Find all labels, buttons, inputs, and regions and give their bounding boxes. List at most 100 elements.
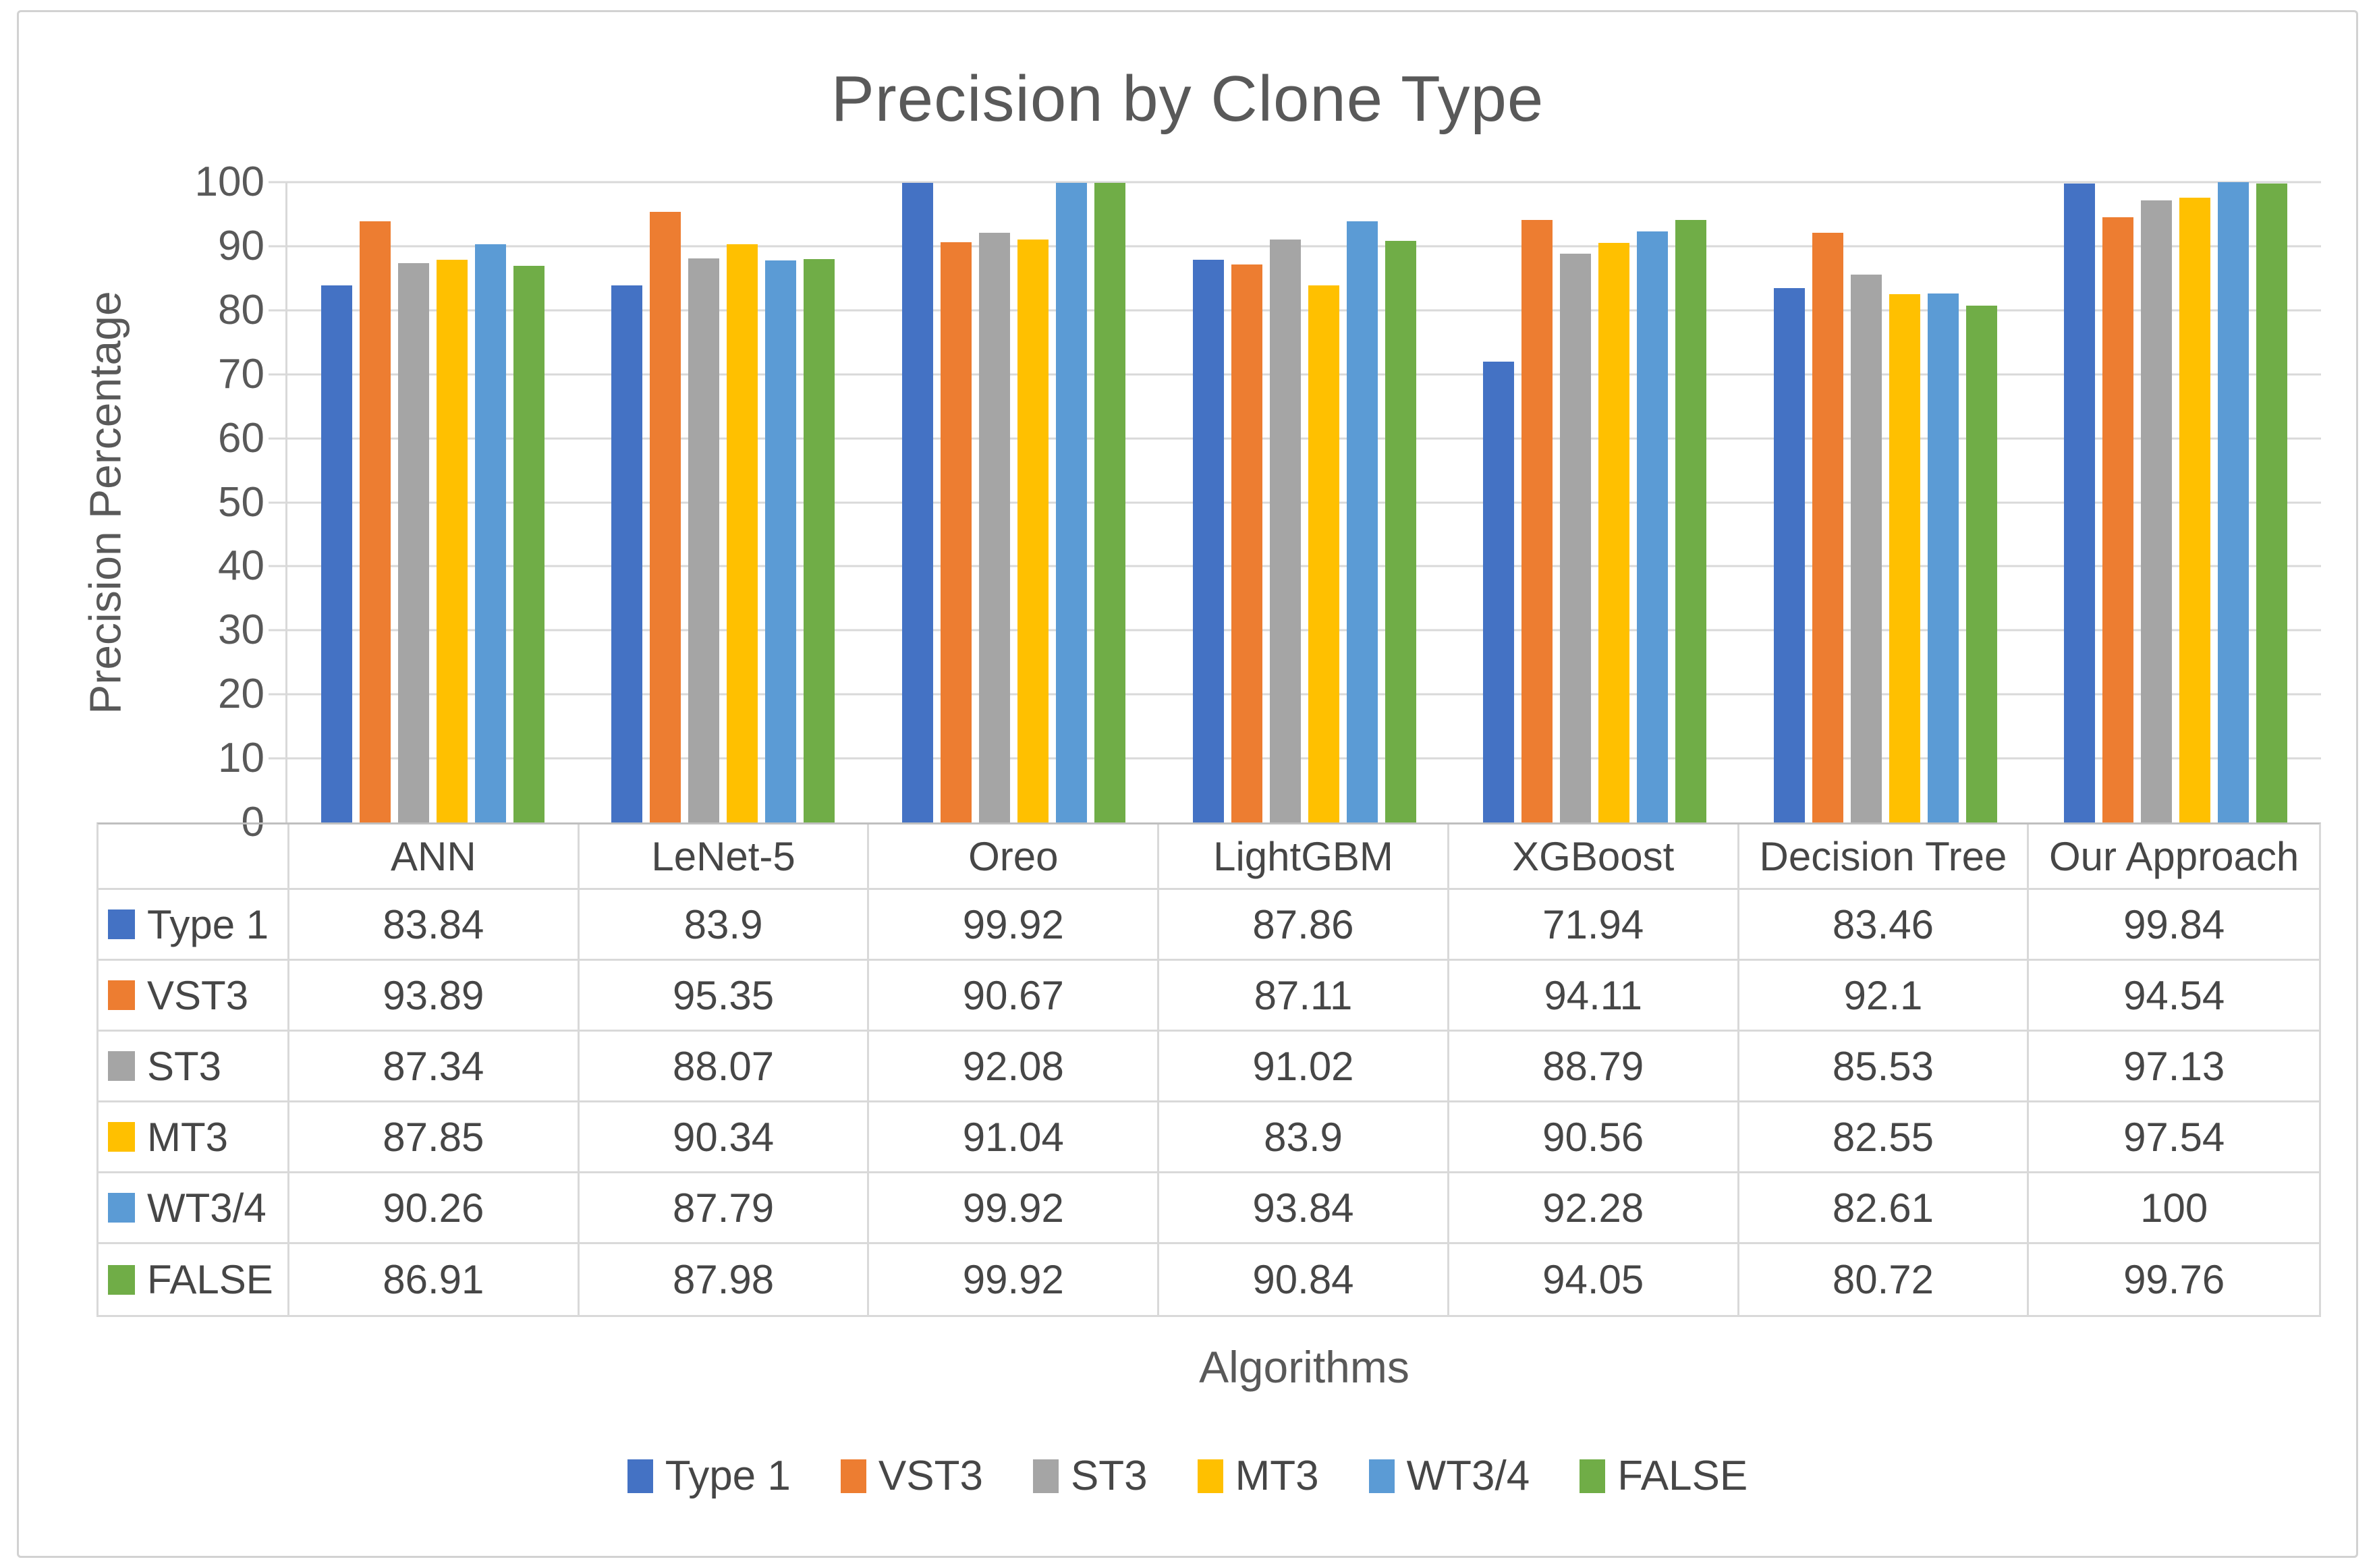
bar-type-1-lightgbm [1192,260,1224,822]
bar-st3-lightgbm [1269,240,1301,822]
bar-mt3-our-approach [2179,198,2211,822]
table-cell-st3-oreo: 92.08 [869,1032,1160,1102]
bar-wt3-4-our-approach [2218,182,2250,822]
y-tick-label-20: 20 [218,671,264,718]
gridline-60 [287,437,2321,440]
bar-false-xgboost [1675,220,1707,822]
bar-mt3-ann [436,260,468,822]
table-cell-type-1-xgboost: 71.94 [1449,890,1739,961]
bar-vst3-our-approach [2102,217,2134,822]
table-cell-wt3-4-oreo: 99.92 [869,1173,1160,1244]
bar-false-oreo [1094,182,1125,822]
tickmark-70 [269,373,287,376]
y-axis-line [285,182,287,822]
bar-false-our-approach [2256,184,2288,822]
table-cell-st3-lightgbm: 91.02 [1159,1032,1449,1102]
bar-groups [287,182,2321,822]
legend-item-mt3: MT3 [1197,1452,1319,1500]
bar-mt3-lightgbm [1308,285,1339,822]
y-tick-label-60: 60 [218,414,264,461]
bar-st3-our-approach [2141,200,2173,822]
table-header-our-approach: Our Approach [2029,824,2319,890]
table-cell-false-oreo: 99.92 [869,1244,1160,1315]
table-key-swatch-st3 [108,1051,135,1081]
table-cell-vst3-our-approach: 94.54 [2029,961,2319,1032]
legend-label-false: FALSE [1617,1453,1748,1499]
table-header-ann: ANN [289,824,580,890]
table-row-label-text: Type 1 [147,901,269,947]
table-cell-type-1-lightgbm: 87.86 [1159,890,1449,961]
chart-title: Precision by Clone Type [831,63,1544,135]
table-row-label-type-1: Type 1 [99,890,289,961]
gridline-40 [287,565,2321,567]
table-cell-wt3-4-lenet-5: 87.79 [579,1173,870,1244]
table-cell-st3-our-approach: 97.13 [2029,1032,2319,1102]
bar-type-1-decision-tree [1773,287,1805,822]
y-tick-label-40: 40 [218,542,264,590]
y-tick-label-70: 70 [218,350,264,397]
legend-swatch-vst3 [840,1459,866,1493]
legend-label-wt3-4: WT3/4 [1406,1453,1530,1499]
table-cell-false-lenet-5: 87.98 [580,1244,870,1315]
bar-false-decision-tree [1965,305,1997,822]
bar-group-lenet-5 [578,182,869,822]
table-key-swatch-false [108,1264,135,1295]
table-cell-false-ann: 86.91 [289,1244,580,1315]
bar-mt3-xgboost [1598,242,1630,822]
y-axis-ticks: 0 10 20 30 40 50 60 70 80 90 100 [0,161,264,843]
gridline-50 [287,501,2321,503]
gridline-100 [287,181,2321,184]
tickmark-80 [269,309,287,312]
table-cell-mt3-our-approach: 97.54 [2029,1102,2319,1173]
tickmark-30 [269,629,287,632]
legend-swatch-false [1580,1459,1606,1493]
x-axis-title: Algorithms [1199,1342,1409,1392]
table-cell-mt3-xgboost: 90.56 [1449,1102,1739,1173]
bar-st3-decision-tree [1850,275,1882,822]
table-cell-type-1-oreo: 99.92 [869,890,1160,961]
table-corner-cell [99,824,289,890]
legend-label-st3: ST3 [1070,1453,1148,1499]
table-cell-false-xgboost: 94.05 [1449,1244,1739,1315]
bar-wt3-4-lenet-5 [765,260,797,822]
table-cell-vst3-ann: 93.89 [289,961,580,1032]
bar-group-ann [287,182,578,822]
table-cell-mt3-ann: 87.85 [289,1102,580,1173]
bar-vst3-oreo [940,242,972,822]
table-row-label-st3: ST3 [99,1032,289,1102]
bar-group-xgboost [1449,182,1740,822]
bar-vst3-xgboost [1521,219,1553,822]
bar-vst3-lightgbm [1231,264,1262,822]
bar-st3-oreo [978,233,1010,822]
table-cell-wt3-4-ann: 90.26 [289,1173,580,1244]
legend-label-vst3: VST3 [878,1453,983,1499]
bar-group-lightgbm [1159,182,1450,822]
bar-st3-ann [397,263,429,822]
table-cell-vst3-xgboost: 94.11 [1449,961,1739,1032]
table-key-swatch-vst3 [108,980,135,1010]
gridlines-layer [269,181,2321,822]
legend-item-st3: ST3 [1032,1452,1148,1500]
y-tick-label-30: 30 [218,607,264,654]
bar-wt3-4-oreo [1055,182,1087,822]
gridline-90 [287,245,2321,248]
table-cell-vst3-lightgbm: 87.11 [1159,961,1449,1032]
table-cell-vst3-decision-tree: 92.1 [1739,961,2030,1032]
bar-type-1-lenet-5 [611,285,643,822]
bar-type-1-our-approach [2064,183,2096,822]
table-cell-type-1-ann: 83.84 [289,890,580,961]
legend-item-type-1: Type 1 [627,1452,791,1500]
legend: Type 1 VST3 ST3 MT3 WT3/4 FALSE [0,1452,2375,1500]
y-tick-label-10: 10 [218,735,264,782]
y-tick-label-100: 100 [194,159,264,205]
table-row-label-mt3: MT3 [99,1102,289,1173]
table-cell-mt3-oreo: 91.04 [869,1102,1160,1173]
gridline-80 [287,309,2321,312]
bar-wt3-4-ann [474,244,506,822]
gridline-10 [287,757,2321,760]
table-header-lightgbm: LightGBM [1159,824,1449,890]
table-cell-wt3-4-our-approach: 100 [2029,1173,2319,1244]
bar-wt3-4-decision-tree [1927,293,1959,822]
bar-mt3-lenet-5 [727,244,758,822]
table-cell-false-decision-tree: 80.72 [1739,1244,2030,1315]
